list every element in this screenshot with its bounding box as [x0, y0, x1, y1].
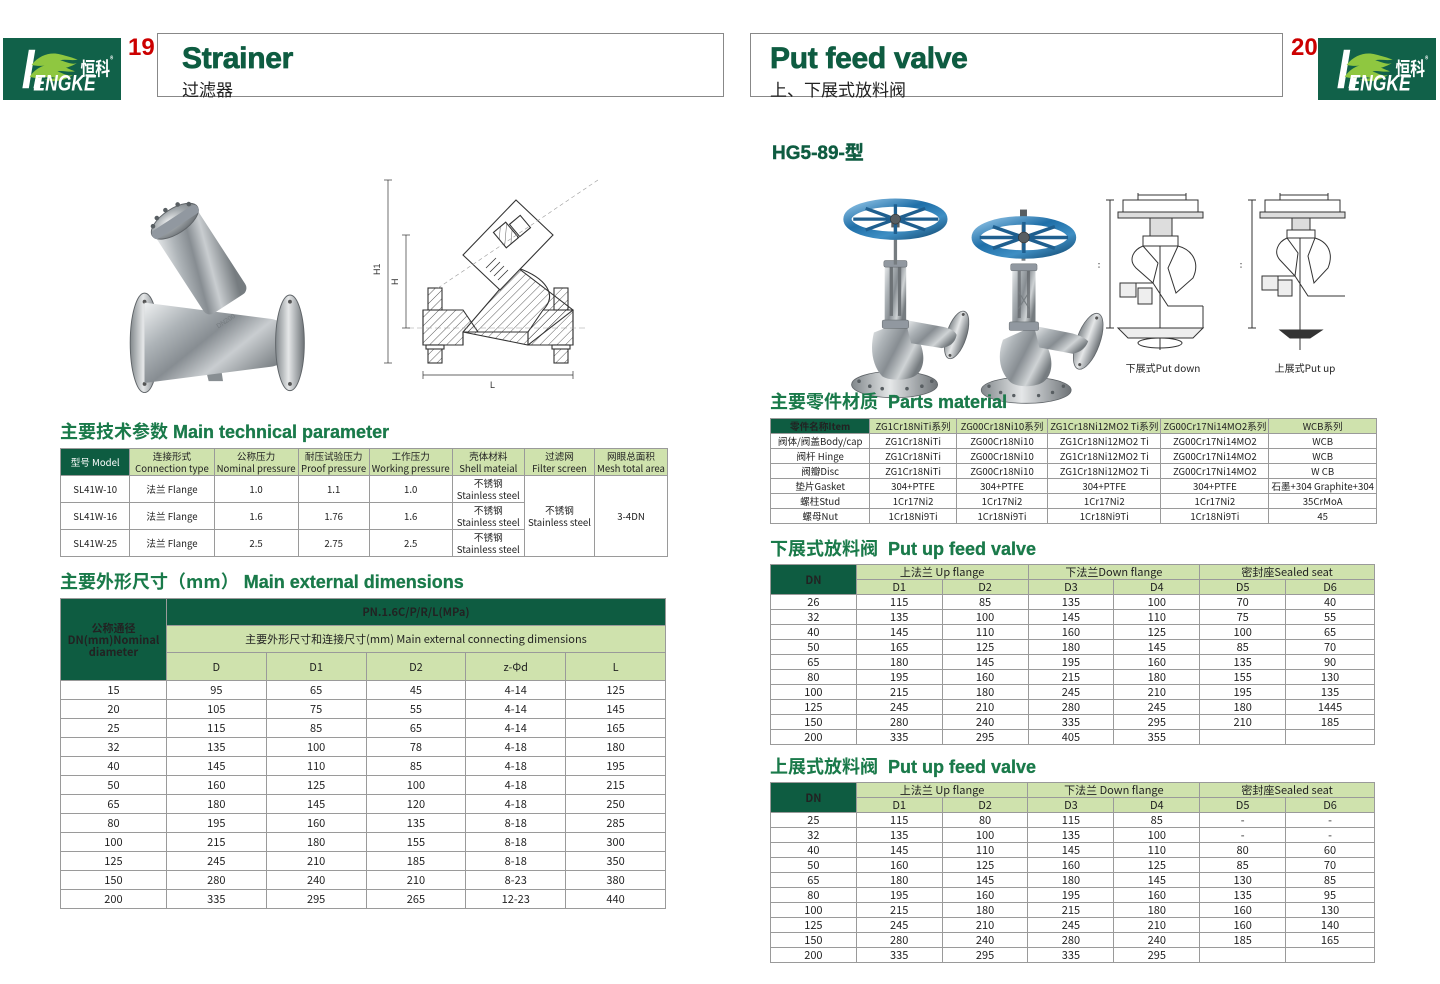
svg-text:H: H: [390, 279, 400, 286]
svg-text:H: H: [1098, 263, 1102, 268]
svg-text:H: H: [1240, 263, 1244, 268]
svg-text:L: L: [490, 380, 495, 390]
svg-text:H1: H1: [372, 263, 382, 275]
